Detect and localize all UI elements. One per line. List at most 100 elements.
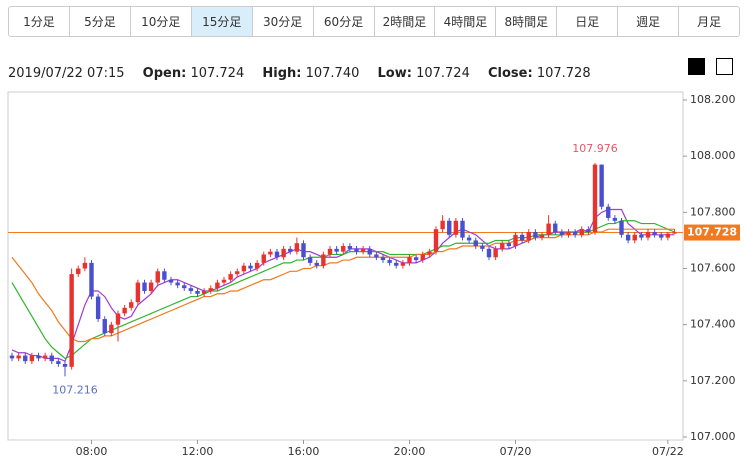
x-tick-label: 12:00 [182,445,214,458]
tab[interactable]: 8時間足 [496,7,558,36]
candle-body [453,220,459,235]
tab[interactable]: 月足 [697,15,722,29]
tab[interactable]: 60分足 [314,7,375,36]
candle-body [360,248,366,252]
candle-body [69,274,74,367]
candle-body [400,262,406,266]
timeframe-tabs: 1分足 5分足 10分足 15分足 30分足 60分足 2時間足 4時間足 8時間足 日足 週足 月足 [8,6,740,37]
candle-body [56,361,61,364]
tab[interactable]: 15分足 [191,7,253,36]
candle-body [201,290,207,294]
candle-body [235,271,240,275]
high-annotation: 107.976 [572,142,618,155]
high-value: 107.740 [305,66,360,81]
candle-body [566,231,571,235]
dark-theme-button[interactable] [688,58,705,75]
tab[interactable]: 2時間足 [375,7,436,36]
candle-body [480,246,485,249]
candle-body [413,257,419,261]
time: 2019/07/22 07:15 [8,66,125,81]
tab[interactable]: 週足 [618,7,680,36]
candle-body [29,355,35,362]
candle-body [612,217,618,221]
tab[interactable]: 30分足 [253,7,314,36]
candle-body [466,237,472,241]
candle-body [288,248,293,252]
candle-body [559,231,565,235]
candle-body [619,220,624,235]
candle-body [228,274,233,280]
candle-body [645,231,651,238]
x-tick-label: 07/22 [652,445,684,458]
candle-body [301,243,306,258]
low-annotation: 107.216 [52,383,98,396]
tab[interactable]: 4時間足 [435,7,497,36]
plot-frame [7,91,684,441]
candle-body [314,262,319,266]
candle-body [586,229,591,232]
candle-body [533,231,538,238]
candle-body [281,248,286,258]
candle-body [354,248,359,252]
x-tick-label: 20:00 [394,445,426,458]
candle-body [473,240,478,247]
candle-body [639,234,644,238]
candle-body [374,254,379,258]
moving-average [11,220,675,360]
candle-body [274,251,280,258]
candle-body [599,164,604,207]
candle-body [208,288,213,291]
tab[interactable]: 1分足 [9,7,70,36]
ohlc-header: 2019/07/22 07:15 Open: 107.724 High: 107… [8,66,591,81]
tab[interactable]: 日足 [557,7,619,36]
candle-body [460,220,465,238]
candle-body [215,282,220,289]
y-tick-label: 107.400 [690,318,736,331]
candle-body [500,243,505,249]
low-value: 107.724 [416,66,470,81]
y-tick-label: 107.800 [690,205,736,218]
candle-body [261,254,266,263]
candle-body [148,282,154,291]
candle-body [135,282,141,303]
candle-body [394,262,399,266]
candle-body [427,251,432,255]
y-tick-label: 108.000 [690,149,736,162]
tab[interactable]: 5分足 [70,7,131,36]
candle-body [606,206,611,218]
candle-body [175,282,180,286]
candle-body [82,262,88,269]
y-tick-label: 107.200 [690,374,736,387]
candle-body [62,363,68,367]
candle-body [241,265,247,272]
candle-body [506,243,512,247]
candle-body [367,248,372,255]
candle-body [36,355,41,359]
candle-body [493,248,498,258]
candle-body [95,296,101,320]
candle-body [162,271,167,280]
y-tick-label: 107.600 [690,262,736,275]
candle-body [129,302,134,308]
x-tick-label: 08:00 [76,445,108,458]
candle-body [76,268,81,275]
candle-body [16,355,21,359]
y-tick-label: 108.200 [690,93,736,106]
candle-body [102,319,107,334]
candle-body [109,324,114,334]
open-value: 107.724 [190,66,245,81]
candle-body [659,234,664,238]
light-theme-button[interactable] [716,58,733,75]
candle-body [519,234,525,241]
candle-body [42,355,48,359]
candle-body [142,282,147,291]
candle-body [327,248,333,255]
tab[interactable]: 10分足 [131,7,192,36]
candle-body [380,257,386,261]
open-label: Open: [142,66,187,81]
candle-body [122,307,127,314]
candle-body [632,234,637,241]
candle-body [486,248,492,258]
candle-body [254,262,260,269]
candle-body [672,232,677,234]
